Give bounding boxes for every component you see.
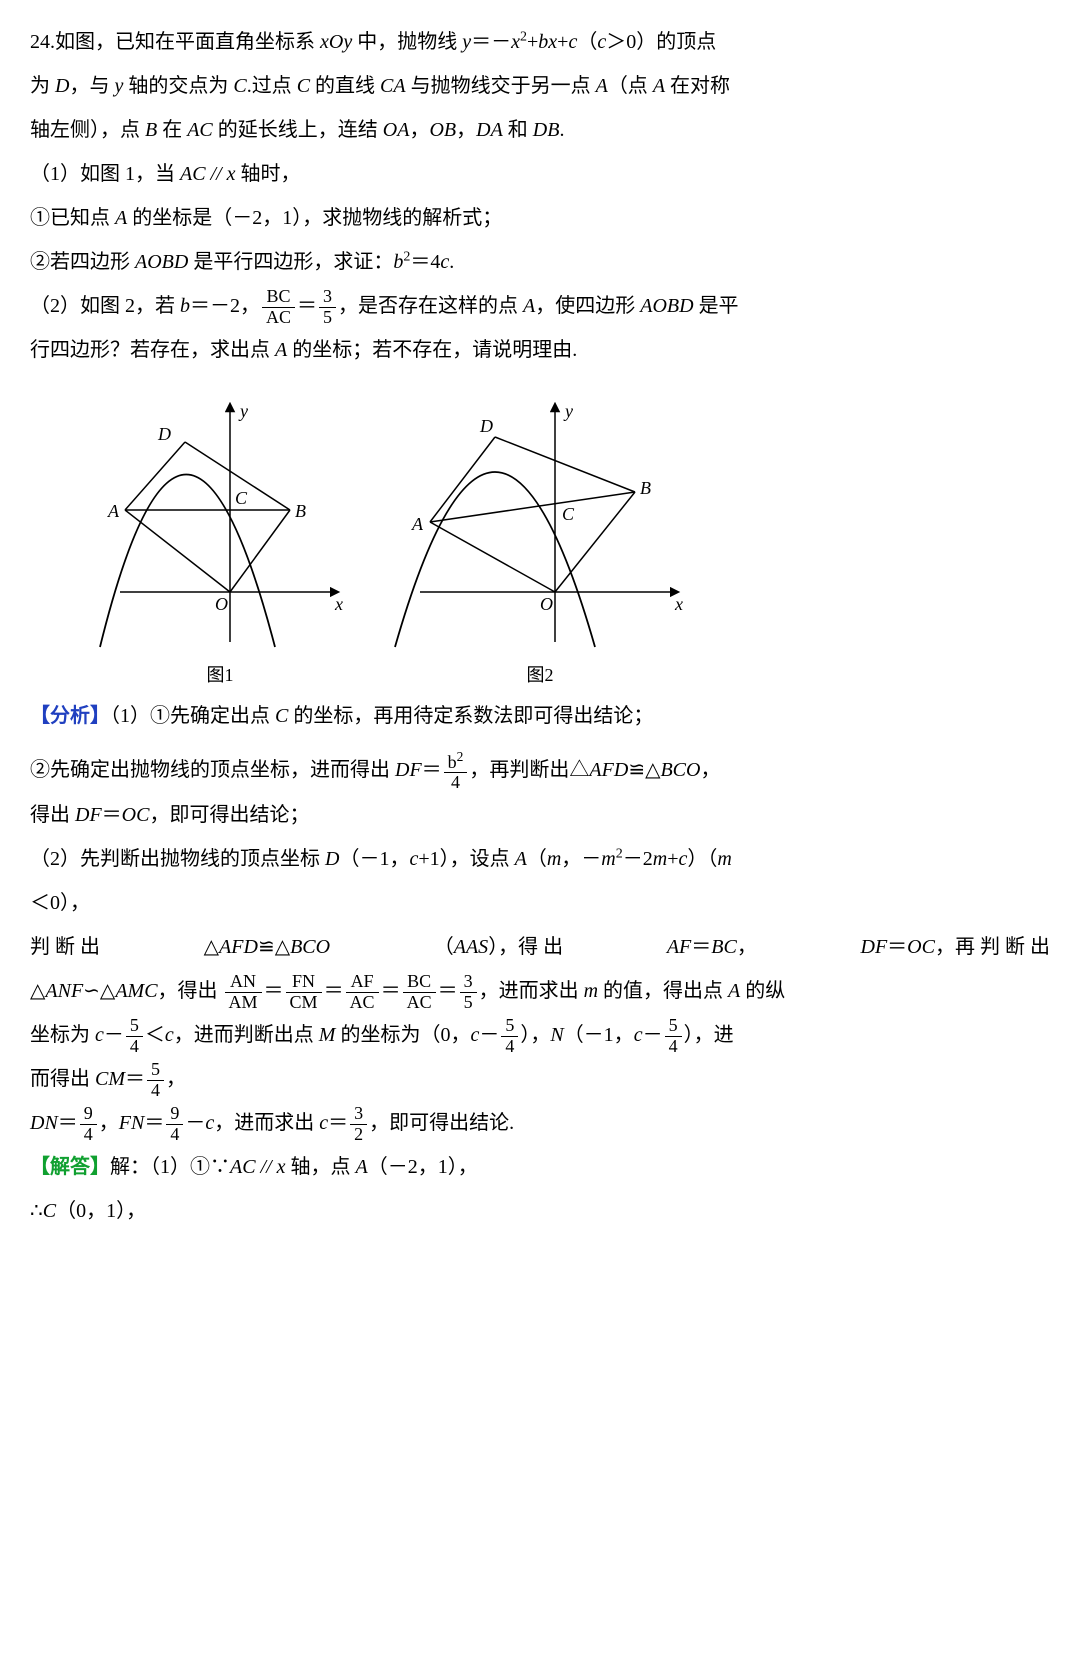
frac-bc-ac: BCAC bbox=[262, 287, 295, 328]
frac-b2-4: b24 bbox=[444, 750, 468, 794]
frac-3-5: 35 bbox=[319, 287, 336, 328]
frac-bc-ac-2: BCAC bbox=[403, 972, 436, 1013]
analysis-10: DN＝94，FN＝94－c，进而求出 c＝32，即可得出结论. bbox=[30, 1101, 1050, 1145]
analysis-8: 坐标为 c－54＜c，进而判断出点 M 的坐标为（0，c－54），N（－1，c－… bbox=[30, 1013, 1050, 1057]
frac-3-5-b: 35 bbox=[460, 972, 477, 1013]
svg-text:B: B bbox=[640, 478, 651, 498]
svg-text:x: x bbox=[674, 594, 683, 614]
analysis-label: 【分析】 bbox=[30, 705, 110, 727]
figure-2-label: 图2 bbox=[390, 666, 690, 684]
svg-text:A: A bbox=[107, 501, 120, 521]
analysis-2: ②先确定出抛物线的顶点坐标，进而得出 DF＝b24，再判断出△AFD≌△BCO， bbox=[30, 748, 1050, 793]
analysis-5: ＜0）， bbox=[30, 881, 1050, 925]
solution-label: 【解答】 bbox=[30, 1156, 110, 1178]
frac-af-ac: AFAC bbox=[346, 972, 379, 1013]
part-1-2: ②若四边形 AOBD 是平行四边形，求证：b2＝4c. bbox=[30, 240, 1050, 284]
line-3: 轴左侧），点 B 在 AC 的延长线上，连结 OA，OB，DA 和 DB. bbox=[30, 108, 1050, 152]
line-2: 为 D，与 y 轴的交点为 C.过点 C 的直线 CA 与抛物线交于另一点 A（… bbox=[30, 64, 1050, 108]
frac-9-4-a: 94 bbox=[80, 1104, 97, 1145]
analysis-3: 得出 DF＝OC，即可得出结论； bbox=[30, 793, 1050, 837]
svg-text:A: A bbox=[411, 514, 424, 534]
q-num: 24. bbox=[30, 31, 55, 53]
frac-5-4-b: 54 bbox=[501, 1016, 518, 1057]
figure-1-label: 图1 bbox=[90, 666, 350, 684]
frac-an-am: ANAM bbox=[225, 972, 262, 1013]
frac-3-2: 32 bbox=[350, 1104, 367, 1145]
frac-9-4-b: 94 bbox=[166, 1104, 183, 1145]
svg-text:y: y bbox=[238, 401, 248, 421]
svg-text:D: D bbox=[157, 424, 171, 444]
part-2-line2: 行四边形？若存在，求出点 A 的坐标；若不存在，请说明理由. bbox=[30, 328, 1050, 372]
svg-text:O: O bbox=[540, 594, 553, 614]
analysis-1: 【分析】（1）①先确定出点 C 的坐标，再用待定系数法即可得出结论； bbox=[30, 694, 1050, 738]
analysis-9: 而得出 CM＝54， bbox=[30, 1057, 1050, 1101]
svg-text:y: y bbox=[563, 401, 573, 421]
frac-fn-cm: FNCM bbox=[286, 972, 322, 1013]
analysis-7: △ANF∽△AMC，得出 ANAM＝FNCM＝AFAC＝BCAC＝35，进而求出… bbox=[30, 969, 1050, 1013]
figure-1: y x O D C A B 图1 bbox=[90, 392, 350, 684]
figure-1-svg: y x O D C A B bbox=[90, 392, 350, 652]
frac-5-4-d: 54 bbox=[147, 1060, 164, 1101]
svg-text:O: O bbox=[215, 594, 228, 614]
figure-2: y x O D C A B 图2 bbox=[390, 392, 690, 684]
figures: y x O D C A B 图1 bbox=[90, 392, 1050, 684]
analysis-4: （2）先判断出抛物线的顶点坐标 D（－1，c+1），设点 A（m，－m2－2m+… bbox=[30, 837, 1050, 881]
solution-1: 【解答】解：（1）①∵AC // x 轴，点 A（－2，1）， bbox=[30, 1145, 1050, 1189]
svg-text:D: D bbox=[479, 416, 493, 436]
figure-2-svg: y x O D C A B bbox=[390, 392, 690, 652]
svg-text:B: B bbox=[295, 501, 306, 521]
solution-2: ∴C（0，1）， bbox=[30, 1189, 1050, 1233]
frac-5-4-c: 54 bbox=[665, 1016, 682, 1057]
frac-5-4-a: 54 bbox=[126, 1016, 143, 1057]
part-1-1: ①已知点 A 的坐标是（－2，1），求抛物线的解析式； bbox=[30, 196, 1050, 240]
analysis-6: 判 断 出 △AFD≌△BCO （AAS），得 出 AF＝BC， DF＝OC，再… bbox=[30, 925, 1050, 969]
svg-text:x: x bbox=[334, 594, 343, 614]
svg-text:C: C bbox=[235, 488, 248, 508]
svg-text:C: C bbox=[562, 504, 575, 524]
line-1: 24.如图，已知在平面直角坐标系 xOy 中，抛物线 y＝－x2+bx+c（c＞… bbox=[30, 20, 1050, 64]
part-2-line1: （2）如图 2，若 b＝－2，BCAC＝35，是否存在这样的点 A，使四边形 A… bbox=[30, 284, 1050, 328]
part-1: （1）如图 1，当 AC // x 轴时， bbox=[30, 152, 1050, 196]
